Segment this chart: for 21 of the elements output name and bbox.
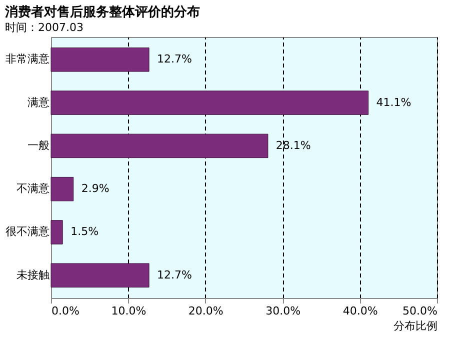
x-tick-label: 40.0% [342, 304, 378, 318]
y-tick-label: 未接触 [16, 268, 50, 282]
x-tick-label: 30.0% [266, 304, 301, 318]
text: 时间：2007.03 [5, 21, 84, 34]
data-label: 1.5% [70, 225, 99, 238]
x-tick-label: 0.0% [52, 304, 80, 318]
data-label: 12.7% [157, 52, 192, 66]
data-label: 12.7% [157, 268, 192, 282]
data-label: 28.1% [276, 138, 311, 152]
x-tick-label: 50.0% [402, 304, 438, 318]
x-tick-label: 10.0% [111, 304, 146, 318]
x-axis-title: 分布比例 [394, 320, 438, 332]
data-label: 2.9% [81, 182, 110, 196]
x-tick-label: 20.0% [188, 304, 224, 318]
y-tick-label: 非常满意 [6, 52, 50, 66]
y-tick-label: 一般 [28, 138, 50, 152]
y-tick-label: 满意 [28, 96, 50, 109]
chart-title: 消费者对售后服务整体评价的分布 [4, 4, 200, 20]
data-label: 41.1% [376, 96, 412, 109]
y-tick-label: 很不满意 [6, 225, 50, 238]
y-tick-label: 不满意 [16, 182, 50, 196]
